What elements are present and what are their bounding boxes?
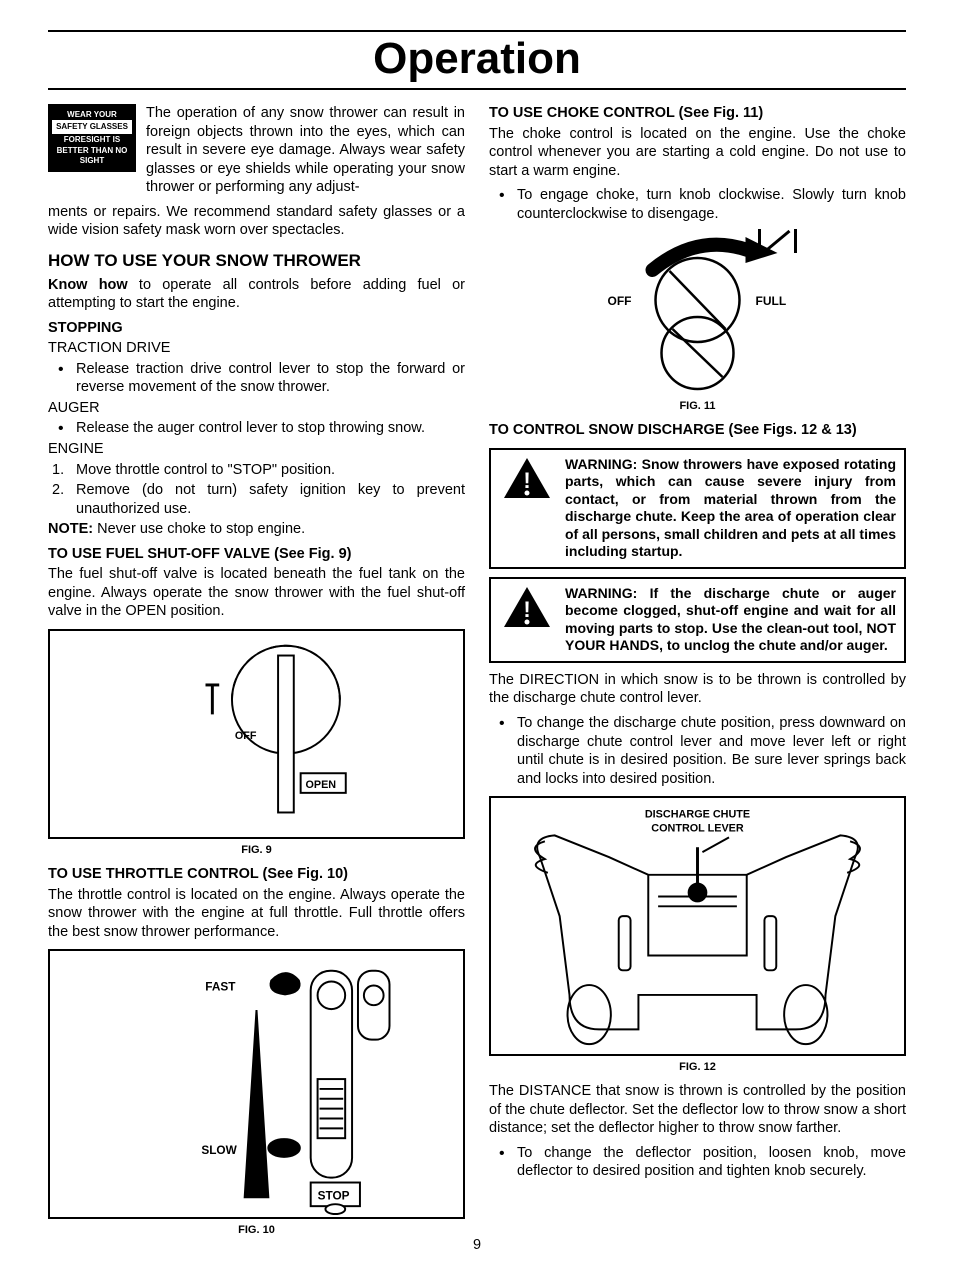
fig12-label-1: DISCHARGE CHUTE [645,809,750,821]
distance-list: To change the deflector position, loosen… [489,1144,906,1181]
two-column-layout: WEAR YOUR SAFETY GLASSES FORESIGHT IS BE… [48,104,906,1237]
knowhow-lead: Know how [48,277,128,293]
auger-list: Release the auger control lever to stop … [48,419,465,438]
page-number: 9 [48,1237,906,1253]
discharge-heading: TO CONTROL SNOW DISCHARGE (See Figs. 12 … [489,421,906,440]
figure-12-box: DISCHARGE CHUTE CONTROL LEVER [489,796,906,1056]
auger-item: Release the auger control lever to stop … [48,419,465,438]
fig9-off-label: OFF [235,730,257,742]
choke-paragraph: The choke control is located on the engi… [489,125,906,181]
traction-item: Release traction drive control lever to … [48,360,465,397]
badge-line1: WEAR YOUR [52,110,132,120]
intro-text-partial: The operation of any snow thrower can re… [146,105,465,195]
traction-list: Release traction drive control lever to … [48,360,465,397]
figure-9-box: OFF OPEN [48,629,465,839]
figure-9-svg: OFF OPEN [50,631,463,837]
fuel-paragraph: The fuel shut-off valve is located benea… [48,565,465,621]
direction-paragraph: The DIRECTION in which snow is to be thr… [489,671,906,708]
badge-line3: FORESIGHT IS BETTER THAN NO SIGHT [52,135,132,166]
note-text: Never use choke to stop engine. [93,521,305,537]
warning-text-1: WARNING: Snow throwers have exposed rota… [565,456,896,561]
knowhow-paragraph: Know how to operate all controls before … [48,276,465,313]
figure-11-svg: OFF FULL [489,225,906,395]
fig11-full-label: FULL [756,294,787,308]
throttle-paragraph: The throttle control is located on the e… [48,886,465,942]
fig10-caption: FIG. 10 [48,1223,465,1237]
svg-text:!: ! [523,597,530,622]
intro-paragraph-cont: ments or repairs. We recommend standard … [48,203,465,240]
figure-10-svg: FAST SLOW STOP [50,951,463,1217]
warning-box-1: ! WARNING: Snow throwers have exposed ro… [489,448,906,569]
safety-intro-block: WEAR YOUR SAFETY GLASSES FORESIGHT IS BE… [48,104,465,203]
fig10-fast-label: FAST [205,980,236,994]
fig9-open-label: OPEN [306,779,337,791]
svg-text:!: ! [523,468,530,493]
note-lead: NOTE: [48,521,93,537]
note-paragraph: NOTE: Never use choke to stop engine. [48,520,465,539]
direction-item: To change the discharge chute position, … [489,714,906,788]
warning-icon-2: ! [499,585,555,629]
traction-sub: TRACTION DRIVE [48,339,465,358]
page-title: Operation [48,34,906,90]
fig12-label-2: CONTROL LEVER [651,823,744,835]
choke-item: To engage choke, turn knob clockwise. Sl… [489,186,906,223]
figure-10-box: FAST SLOW STOP [48,949,465,1219]
fig11-off-label: OFF [608,294,632,308]
fig12-caption: FIG. 12 [489,1060,906,1074]
warning-text-2: WARNING: If the discharge chute or auger… [565,585,896,655]
howto-heading: HOW TO USE YOUR SNOW THROWER [48,250,465,272]
warning-box-2: ! WARNING: If the discharge chute or aug… [489,577,906,663]
choke-heading: TO USE CHOKE CONTROL (See Fig. 11) [489,104,906,123]
distance-paragraph: The DISTANCE that snow is thrown is cont… [489,1082,906,1138]
intro-paragraph-start: The operation of any snow thrower can re… [146,104,465,197]
badge-line2: SAFETY GLASSES [52,120,132,134]
engine-step1: 1.Move throttle control to "STOP" positi… [48,461,465,480]
engine-sub: ENGINE [48,440,465,459]
distance-item: To change the deflector position, loosen… [489,1144,906,1181]
top-rule [48,30,906,32]
fuel-heading: TO USE FUEL SHUT-OFF VALVE (See Fig. 9) [48,545,465,564]
fig10-stop-label: STOP [318,1188,350,1202]
left-column: WEAR YOUR SAFETY GLASSES FORESIGHT IS BE… [48,104,465,1237]
safety-glasses-badge: WEAR YOUR SAFETY GLASSES FORESIGHT IS BE… [48,104,136,172]
direction-list: To change the discharge chute position, … [489,714,906,788]
warning-icon-1: ! [499,456,555,500]
auger-sub: AUGER [48,399,465,418]
stopping-heading: STOPPING [48,319,465,338]
fig9-caption: FIG. 9 [48,843,465,857]
fig10-slow-label: SLOW [201,1143,237,1157]
throttle-heading: TO USE THROTTLE CONTROL (See Fig. 10) [48,865,465,884]
right-column: TO USE CHOKE CONTROL (See Fig. 11) The c… [489,104,906,1237]
figure-12-svg: DISCHARGE CHUTE CONTROL LEVER [491,798,904,1054]
fig11-caption: FIG. 11 [489,399,906,413]
choke-list: To engage choke, turn knob clockwise. Sl… [489,186,906,223]
engine-steps: 1.Move throttle control to "STOP" positi… [48,461,465,519]
figure-11-box: OFF FULL [489,225,906,395]
engine-step2: 2.Remove (do not turn) safety ignition k… [48,481,465,518]
